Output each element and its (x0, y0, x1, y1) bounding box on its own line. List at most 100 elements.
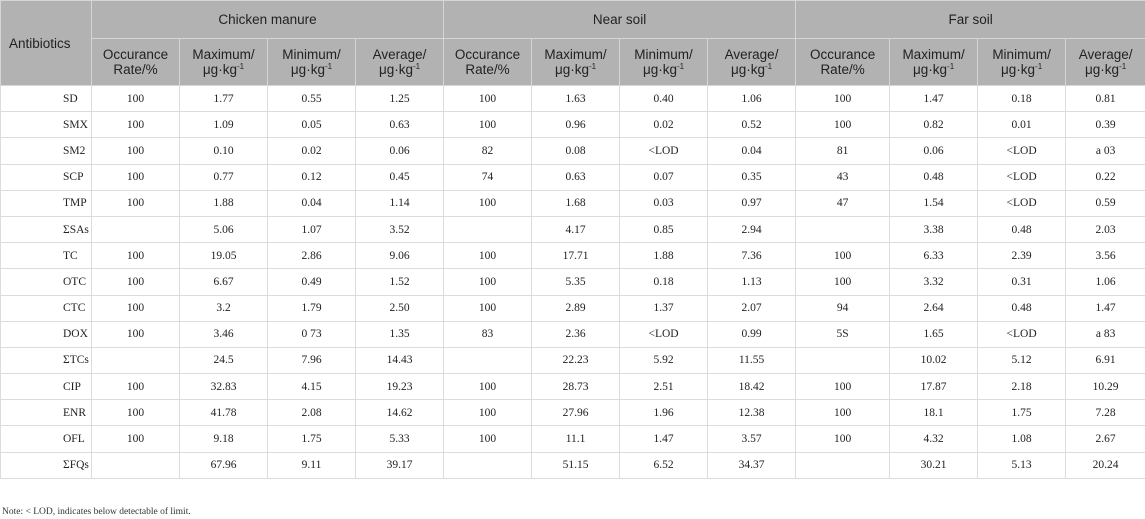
group-header-near-soil: Near soil (443, 0, 797, 39)
table-cell: 0.03 (619, 189, 709, 217)
antibiotic-name-cell: SMX (0, 111, 92, 139)
table-cell: 100 (91, 84, 180, 113)
table-cell: 14.43 (354, 346, 445, 375)
unit-exponent: -1 (589, 62, 597, 71)
table-cell: 0.59 (1065, 189, 1145, 217)
header-group-row: Antibiotics Chicken manure Near soil Far… (0, 0, 1145, 86)
unit-base: μg·kg (730, 62, 766, 77)
table-row: CTC 100 3.2 1.79 2.50 100 2.89 1.37 2.07 94 2.64 0.… (0, 294, 1145, 322)
antibiotics-column-header: Antibiotics (0, 0, 92, 86)
table-cell: 74 (443, 163, 533, 191)
table-cell: 2.86 (267, 242, 356, 270)
table-cell: <LOD (619, 320, 709, 348)
table-cell: 0.48 (889, 163, 979, 191)
table-cell (795, 215, 891, 244)
table-cell: 24.5 (179, 346, 268, 375)
table-cell: 100 (795, 373, 891, 401)
table-cell: 2.36 (531, 320, 621, 348)
table-cell: 3.32 (889, 268, 979, 296)
table-cell (443, 346, 533, 375)
antibiotic-name-cell: ΣSAs (0, 215, 92, 244)
table-cell: 0.05 (267, 111, 356, 139)
table-cell: 5.92 (619, 346, 709, 375)
table-cell: 0.45 (354, 163, 445, 191)
table-cell: 0.81 (1065, 84, 1145, 113)
table-cell: 6.33 (889, 242, 979, 270)
table-cell: 1.75 (977, 399, 1067, 427)
unit-base: μg·kg (1000, 62, 1036, 77)
table-cell: 0 73 (267, 320, 356, 348)
table-cell: 100 (795, 268, 891, 296)
table-cell: 100 (91, 320, 180, 348)
unit-base: μg·kg (1085, 62, 1120, 77)
table-row: TMP 100 1.88 0.04 1.14 100 1.68 0.03 0.97 47 1.54 <… (0, 189, 1145, 217)
table-cell: 12.38 (707, 399, 797, 427)
table-cell: 67.96 (179, 451, 268, 479)
table-cell: 2.03 (1065, 215, 1145, 244)
unit-base: μg·kg (912, 62, 948, 77)
table-cell: 10.29 (1065, 373, 1145, 401)
column-header-label: Occurance (454, 47, 521, 62)
table-cell: 2.94 (707, 215, 797, 244)
column-header-label: Rate/% (820, 62, 865, 77)
column-header-label: Minimum/ (282, 47, 341, 62)
table-cell: 0.07 (619, 163, 709, 191)
table-cell: 47 (795, 189, 891, 217)
table-cell: 18.1 (889, 399, 979, 427)
table-cell: 0.10 (179, 137, 268, 165)
table-cell: 100 (443, 294, 533, 322)
table-cell (91, 346, 180, 375)
table-cell: 2.50 (354, 294, 445, 322)
column-header-near-soil-occurance-rate: Occurance Rate/% (443, 38, 533, 86)
column-header-label: Average/ (724, 47, 779, 62)
table-cell: 100 (91, 111, 180, 139)
column-header-far-soil-average: Average/μg·kg-1 (1065, 38, 1145, 86)
unit-exponent: -1 (1119, 62, 1127, 71)
table-cell: 1.65 (889, 320, 979, 348)
column-header-label: Average/ (372, 47, 427, 62)
unit-base: μg·kg (378, 62, 413, 77)
table-cell: 9.18 (179, 425, 268, 453)
column-header-label: Minimum/ (634, 47, 693, 62)
column-header-unit: μg·kg-1 (1066, 62, 1145, 77)
table-cell: 100 (795, 111, 891, 139)
group-header-far-soil: Far soil (795, 0, 1145, 39)
table-cell: 22.23 (531, 346, 621, 375)
table-row: ΣTCs 24.5 7.96 14.43 22.23 5.92 11.55 10.02 5.12… (0, 346, 1145, 375)
table-cell: 100 (91, 163, 180, 191)
table-row: CIP 100 32.83 4.15 19.23 100 28.73 2.51 18.42 100… (0, 373, 1145, 401)
table-row: SMX 100 1.09 0.05 0.63 100 0.96 0.02 0.52 100 0.82… (0, 111, 1145, 139)
table-cell: 2.39 (977, 242, 1067, 270)
table-cell: 100 (91, 399, 180, 427)
table-cell: 1.09 (179, 111, 268, 139)
table-cell: 100 (443, 84, 533, 113)
table-cell: 0.99 (707, 320, 797, 348)
group-header-chicken-manure: Chicken manure (90, 0, 445, 39)
table-row: OTC 100 6.67 0.49 1.52 100 5.35 0.18 1.13 100 3.32… (0, 268, 1145, 296)
table-cell: 100 (795, 399, 891, 427)
table-cell: 0.06 (889, 137, 979, 165)
table-cell: 2.67 (1065, 425, 1145, 453)
table-cell: 1.35 (354, 320, 445, 348)
column-header-label: Rate/% (465, 62, 510, 77)
column-header-chicken-manure-minimum: Minimum/μg·kg-1 (267, 38, 356, 86)
table-cell: 0.18 (977, 84, 1067, 113)
table-cell: a 03 (1065, 137, 1145, 165)
column-header-unit: μg·kg-1 (978, 62, 1065, 77)
unit-exponent: -1 (236, 62, 245, 71)
table-cell: 5.33 (354, 425, 445, 453)
table-cell: 100 (443, 373, 533, 401)
table-cell: 100 (795, 425, 891, 453)
table-cell (795, 346, 891, 375)
antibiotic-name-cell: CIP (0, 373, 92, 401)
table-cell: 6.67 (179, 268, 268, 296)
table-cell: 1.47 (889, 84, 979, 113)
table-cell: 34.37 (707, 451, 797, 479)
table-cell (795, 451, 891, 479)
table-cell: 1.06 (1065, 268, 1145, 296)
table-cell: 2.08 (267, 399, 356, 427)
table-cell: 0.96 (531, 111, 621, 139)
table-cell: 100 (91, 268, 180, 296)
table-header: Antibiotics Chicken manure Near soil Far… (0, 0, 1145, 86)
table-cell: 1.07 (267, 215, 356, 244)
